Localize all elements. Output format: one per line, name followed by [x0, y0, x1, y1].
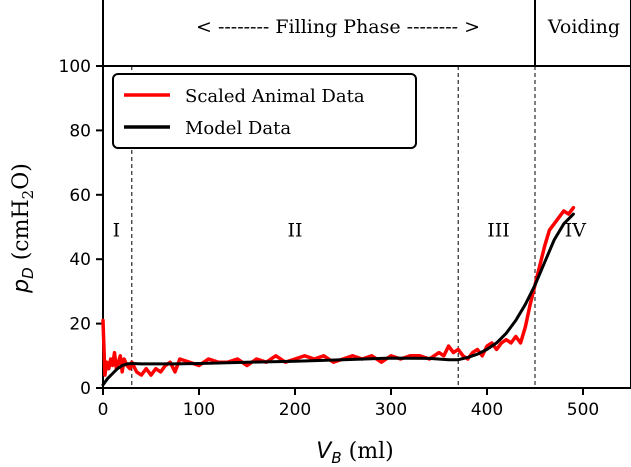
y-axis-title: pD (cmH2O)	[9, 163, 37, 294]
phase-region-label: II	[287, 220, 302, 242]
x-axis-title-main: V	[316, 439, 333, 464]
x-tick-label: 400	[471, 400, 503, 420]
phase-boundary-lines	[131, 66, 536, 388]
y-axis-title-unit-post: O)	[9, 163, 34, 190]
x-tick-label: 100	[183, 400, 215, 420]
x-tick-label: 300	[375, 400, 407, 420]
phase-region-label: IV	[565, 220, 587, 242]
y-axis-title-main: p	[9, 279, 34, 294]
legend-box	[112, 73, 417, 149]
series-line-model-data	[101, 212, 575, 387]
y-tick-label: 20	[69, 315, 91, 335]
legend-label-scaled-animal-data: Scaled Animal Data	[185, 86, 365, 107]
x-axis-title-sub: B	[331, 449, 341, 467]
y-tick-label: 100	[59, 57, 91, 77]
y-tick-label: 40	[69, 250, 91, 270]
y-tick-label: 0	[80, 379, 91, 399]
x-axis-title: VB (ml)	[316, 439, 393, 467]
phase-region-label: I	[113, 220, 121, 242]
x-axis-title-unit: (ml)	[342, 439, 394, 464]
phase-region-labels: I II III IV	[113, 220, 587, 242]
top-band-region: < -------- Filling Phase -------- > Void…	[102, 0, 631, 66]
legend: Scaled Animal Data Model Data	[112, 73, 417, 149]
x-tick-label: 200	[279, 400, 311, 420]
y-tick-label: 80	[69, 121, 91, 141]
data-series	[101, 205, 576, 387]
voiding-phase-label: Voiding	[547, 16, 620, 38]
legend-label-model-data: Model Data	[185, 118, 291, 139]
y-axis-title-sub: D	[19, 267, 37, 279]
x-tick-label: 0	[98, 400, 109, 420]
filling-phase-label: < -------- Filling Phase -------- >	[196, 16, 480, 38]
y-axis-title-unit-pre: (cmH	[9, 199, 34, 267]
phase-region-label: III	[487, 220, 510, 242]
plot-frame	[102, 65, 631, 389]
y-tick-label: 60	[69, 186, 91, 206]
x-tick-label: 500	[567, 400, 599, 420]
axis-ticks: 0 100 200 300 400 500 0 20 40 60 80 100	[59, 57, 600, 420]
y-axis-title-unit-sub: 2	[19, 190, 37, 200]
